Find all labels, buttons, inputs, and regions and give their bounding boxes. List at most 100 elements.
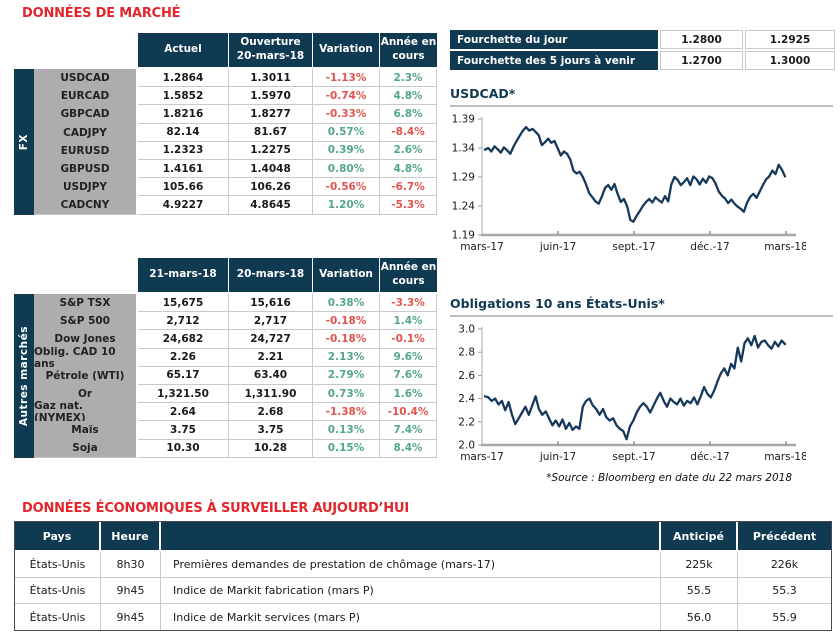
table-corner-spacer bbox=[14, 258, 138, 294]
row-label: EURUSD bbox=[34, 141, 138, 160]
value-cell: 1.8277 bbox=[229, 105, 313, 124]
value-cell: 9.6% bbox=[380, 348, 437, 367]
value-cell: 15,675 bbox=[138, 294, 229, 313]
column-header: 20-mars-18 bbox=[229, 258, 313, 294]
row-label: Dow Jones bbox=[34, 330, 138, 349]
value-cell: 3.75 bbox=[229, 421, 313, 440]
svg-text:mars-18: mars-18 bbox=[764, 451, 806, 463]
value-cell: 0.38% bbox=[313, 294, 380, 313]
value-cell: 0.15% bbox=[313, 439, 380, 458]
econ-forecast-cell: 55.5 bbox=[661, 578, 738, 604]
value-cell: -5.3% bbox=[380, 196, 437, 215]
fx-table: Actuel Ouverture 20-mars-18 Variation Année… bbox=[14, 33, 437, 215]
value-cell: 4.9227 bbox=[138, 196, 229, 215]
divider bbox=[450, 105, 833, 107]
value-cell: 1.2864 bbox=[138, 69, 229, 88]
value-cell: 24,682 bbox=[138, 330, 229, 349]
econ-previous-cell: 226k bbox=[738, 552, 831, 578]
bond-chart-title: Obligations 10 ans États-Unis* bbox=[450, 296, 665, 311]
value-cell: 7.6% bbox=[380, 366, 437, 385]
value-cell: 2.6% bbox=[380, 141, 437, 160]
econ-event-cell: Indice de Markit fabrication (mars P) bbox=[161, 578, 661, 604]
svg-text:1.39: 1.39 bbox=[452, 114, 475, 126]
column-header: Actuel bbox=[138, 33, 229, 69]
value-cell: 82.14 bbox=[138, 123, 229, 142]
value-cell: 3.75 bbox=[138, 421, 229, 440]
svg-text:1.19: 1.19 bbox=[452, 230, 475, 242]
value-cell: 2.26 bbox=[138, 348, 229, 367]
row-label: CADCNY bbox=[34, 196, 138, 215]
value-cell: 0.39% bbox=[313, 141, 380, 160]
value-cell: 81.67 bbox=[229, 123, 313, 142]
value-cell: 2.13% bbox=[313, 348, 380, 367]
econ-column-header: Heure bbox=[101, 522, 161, 552]
svg-text:2.4: 2.4 bbox=[458, 393, 475, 405]
value-cell: -6.7% bbox=[380, 178, 437, 197]
divider bbox=[450, 315, 833, 317]
svg-text:sept.-17: sept.-17 bbox=[612, 241, 655, 253]
column-header: Ouverture 20-mars-18 bbox=[229, 33, 313, 69]
econ-time-cell: 8h30 bbox=[101, 552, 161, 578]
value-cell: -0.74% bbox=[313, 87, 380, 106]
svg-text:déc.-17: déc.-17 bbox=[690, 241, 729, 253]
row-label: Pétrole (WTI) bbox=[34, 366, 138, 385]
value-cell: 65.17 bbox=[138, 366, 229, 385]
econ-column-header: Pays bbox=[15, 522, 101, 552]
value-cell: 1.20% bbox=[313, 196, 380, 215]
value-cell: -0.56% bbox=[313, 178, 380, 197]
value-cell: -0.18% bbox=[313, 330, 380, 349]
value-cell: -0.1% bbox=[380, 330, 437, 349]
value-cell: 0.13% bbox=[313, 421, 380, 440]
value-cell: 8.4% bbox=[380, 439, 437, 458]
value-cell: -1.13% bbox=[313, 69, 380, 88]
row-label: Or bbox=[34, 384, 138, 404]
value-cell: -3.3% bbox=[380, 294, 437, 313]
svg-text:mars-18: mars-18 bbox=[764, 241, 806, 253]
value-cell: 2.3% bbox=[380, 69, 437, 88]
value-cell: 1.4048 bbox=[229, 159, 313, 179]
group-label-cell: FX bbox=[14, 69, 34, 215]
econ-time-cell: 9h45 bbox=[101, 578, 161, 604]
econ-time-cell: 9h45 bbox=[101, 604, 161, 630]
row-label: USDJPY bbox=[34, 178, 138, 197]
column-header: 21-mars-18 bbox=[138, 258, 229, 294]
value-cell: 2,712 bbox=[138, 312, 229, 331]
value-cell: -1.38% bbox=[313, 403, 380, 422]
value-cell: -10.4% bbox=[380, 403, 437, 422]
value-cell: 1.4161 bbox=[138, 159, 229, 179]
row-label: GBPUSD bbox=[34, 159, 138, 179]
fourchette-low: 1.2800 bbox=[660, 30, 743, 49]
value-cell: 1.3011 bbox=[229, 69, 313, 88]
bond-line-chart: 2.0 2.2 2.4 2.6 2.8 3.0 mars-17 juin-17 sept.-17… bbox=[458, 324, 808, 464]
value-cell: 1.6% bbox=[380, 384, 437, 404]
group-label: FX bbox=[18, 133, 30, 150]
svg-text:1.24: 1.24 bbox=[452, 201, 476, 213]
value-cell: 63.40 bbox=[229, 366, 313, 385]
value-cell: 1,321.50 bbox=[138, 384, 229, 404]
usdcad-line-chart: 1.19 1.24 1.29 1.34 1.39 mars-17 juin-17 sept.-… bbox=[452, 114, 808, 254]
row-label: Gaz nat. (NYMEX) bbox=[34, 400, 138, 424]
economic-data-title: DONNÉES ÉCONOMIQUES À SURVEILLER AUJOURD… bbox=[22, 501, 409, 516]
svg-text:1.29: 1.29 bbox=[452, 172, 475, 184]
value-cell: 0.57% bbox=[313, 123, 380, 142]
row-label: Maïs bbox=[34, 421, 138, 440]
column-header: Variation bbox=[313, 258, 380, 294]
value-cell: 106.26 bbox=[229, 178, 313, 197]
fourchette-low: 1.2700 bbox=[660, 51, 743, 70]
row-label: S&P TSX bbox=[34, 294, 138, 313]
row-label: CADJPY bbox=[34, 123, 138, 142]
value-cell: -0.18% bbox=[313, 312, 380, 331]
other-markets-table: 21-mars-18 20-mars-18 Variation Année en co… bbox=[14, 258, 437, 458]
svg-text:juin-17: juin-17 bbox=[539, 241, 576, 253]
fourchette-high: 1.2925 bbox=[745, 30, 835, 49]
econ-previous-cell: 55.3 bbox=[738, 578, 831, 604]
value-cell: 2.68 bbox=[229, 403, 313, 422]
svg-text:2.0: 2.0 bbox=[458, 440, 475, 452]
value-cell: 2.79% bbox=[313, 366, 380, 385]
econ-country-cell: États-Unis bbox=[15, 578, 101, 604]
column-header: Année en cours bbox=[380, 258, 437, 294]
market-data-title: DONNÉES DE MARCHÉ bbox=[22, 6, 181, 21]
econ-column-header: Anticipé bbox=[661, 522, 738, 552]
value-cell: -0.33% bbox=[313, 105, 380, 124]
